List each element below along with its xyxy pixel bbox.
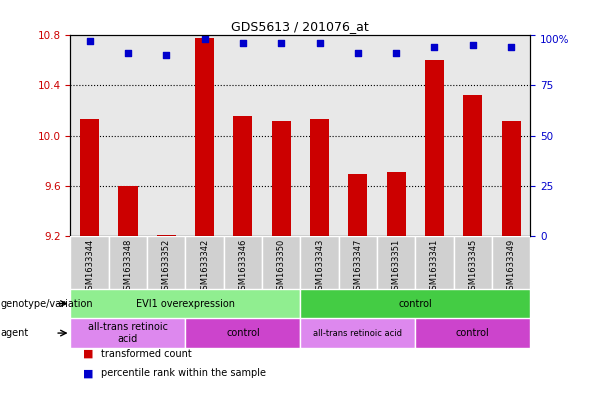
Text: 100%: 100% xyxy=(539,35,569,45)
Bar xyxy=(348,174,367,236)
Bar xyxy=(501,121,520,236)
Point xyxy=(391,50,401,57)
Text: EVI1 overexpression: EVI1 overexpression xyxy=(136,299,235,309)
Bar xyxy=(377,236,416,289)
Bar xyxy=(272,121,291,236)
Point xyxy=(276,40,286,46)
Text: GSM1633341: GSM1633341 xyxy=(430,239,439,295)
Bar xyxy=(195,38,214,236)
Text: GSM1633346: GSM1633346 xyxy=(238,239,248,295)
Bar xyxy=(224,236,262,289)
Title: GDS5613 / 201076_at: GDS5613 / 201076_at xyxy=(232,20,369,33)
Text: genotype/variation: genotype/variation xyxy=(1,299,93,309)
Text: GSM1633351: GSM1633351 xyxy=(392,239,401,295)
Point xyxy=(430,44,440,51)
Bar xyxy=(118,185,137,236)
Bar xyxy=(70,318,186,348)
Bar xyxy=(147,236,186,289)
Point xyxy=(200,36,210,42)
Text: GSM1633343: GSM1633343 xyxy=(315,239,324,295)
Point xyxy=(161,52,171,59)
Text: control: control xyxy=(456,328,490,338)
Point xyxy=(123,50,133,57)
Bar xyxy=(416,318,530,348)
Text: control: control xyxy=(226,328,260,338)
Text: GSM1633349: GSM1633349 xyxy=(506,239,516,295)
Bar xyxy=(186,236,224,289)
Bar xyxy=(234,116,253,236)
Bar xyxy=(416,236,454,289)
Bar xyxy=(492,236,530,289)
Bar xyxy=(387,172,406,236)
Text: ■: ■ xyxy=(83,368,93,378)
Point xyxy=(85,38,94,44)
Bar xyxy=(70,236,109,289)
Bar xyxy=(157,235,176,236)
Text: percentile rank within the sample: percentile rank within the sample xyxy=(101,368,266,378)
Bar xyxy=(454,236,492,289)
Text: GSM1633342: GSM1633342 xyxy=(200,239,209,295)
Point xyxy=(238,40,248,46)
Bar xyxy=(300,289,530,318)
Bar xyxy=(262,236,300,289)
Text: GSM1633348: GSM1633348 xyxy=(123,239,132,295)
Bar xyxy=(300,318,416,348)
Bar xyxy=(80,119,99,236)
Text: all-trans retinoic
acid: all-trans retinoic acid xyxy=(88,322,168,344)
Point xyxy=(353,50,363,57)
Bar xyxy=(70,289,300,318)
Text: transformed count: transformed count xyxy=(101,349,192,359)
Text: GSM1633344: GSM1633344 xyxy=(85,239,94,295)
Point xyxy=(314,40,324,46)
Text: all-trans retinoic acid: all-trans retinoic acid xyxy=(313,329,402,338)
Text: control: control xyxy=(398,299,432,309)
Bar xyxy=(186,318,300,348)
Text: ■: ■ xyxy=(83,349,93,359)
Point xyxy=(506,44,516,51)
Bar xyxy=(109,236,147,289)
Bar xyxy=(338,236,377,289)
Bar xyxy=(463,95,482,236)
Point xyxy=(468,42,478,48)
Text: GSM1633347: GSM1633347 xyxy=(353,239,362,295)
Bar xyxy=(310,119,329,236)
Text: GSM1633345: GSM1633345 xyxy=(468,239,478,295)
Bar xyxy=(300,236,338,289)
Bar xyxy=(425,61,444,236)
Text: agent: agent xyxy=(1,328,29,338)
Text: GSM1633350: GSM1633350 xyxy=(276,239,286,295)
Text: GSM1633352: GSM1633352 xyxy=(162,239,171,295)
